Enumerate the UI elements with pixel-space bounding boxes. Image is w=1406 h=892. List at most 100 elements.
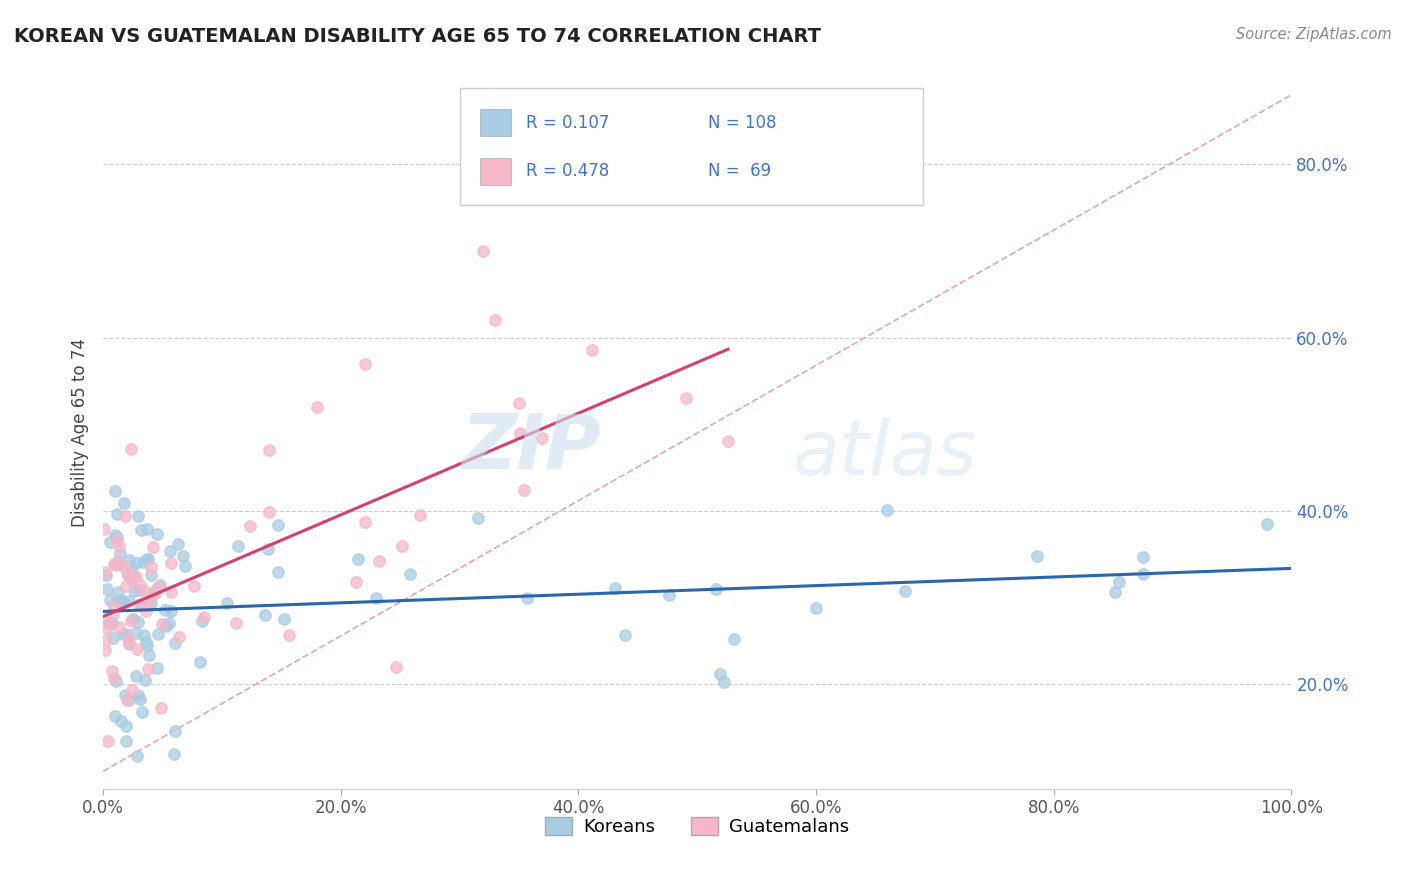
Point bbox=[128, 597, 150, 611]
Point bbox=[93, 522, 115, 536]
Point bbox=[104, 483, 127, 498]
Point bbox=[105, 594, 128, 608]
Point bbox=[273, 612, 295, 626]
Point bbox=[132, 555, 155, 569]
Point bbox=[104, 709, 127, 723]
Point bbox=[157, 615, 180, 630]
Point bbox=[1132, 550, 1154, 565]
Point bbox=[104, 558, 127, 573]
FancyBboxPatch shape bbox=[479, 158, 512, 185]
Legend: Koreans, Guatemalans: Koreans, Guatemalans bbox=[538, 810, 856, 844]
Point bbox=[1026, 549, 1049, 563]
Point bbox=[97, 615, 120, 629]
Point bbox=[136, 662, 159, 676]
Text: Source: ZipAtlas.com: Source: ZipAtlas.com bbox=[1236, 27, 1392, 42]
Point bbox=[115, 579, 138, 593]
Point bbox=[94, 568, 117, 582]
Point bbox=[409, 508, 432, 522]
Point bbox=[174, 559, 197, 574]
Point bbox=[103, 557, 125, 571]
Text: ZIP: ZIP bbox=[463, 410, 602, 484]
Text: KOREAN VS GUATEMALAN DISABILITY AGE 65 TO 74 CORRELATION CHART: KOREAN VS GUATEMALAN DISABILITY AGE 65 T… bbox=[14, 27, 821, 45]
Point bbox=[122, 569, 145, 583]
Point bbox=[112, 596, 135, 610]
Point bbox=[118, 692, 141, 706]
Point bbox=[110, 714, 132, 728]
Point bbox=[605, 581, 627, 595]
Point bbox=[135, 522, 157, 536]
Point bbox=[305, 400, 328, 414]
Point bbox=[127, 749, 149, 764]
Point bbox=[267, 566, 290, 580]
Point bbox=[704, 582, 727, 596]
Point bbox=[346, 552, 368, 566]
Point bbox=[146, 627, 169, 641]
Point bbox=[145, 586, 167, 600]
Point bbox=[723, 632, 745, 647]
FancyBboxPatch shape bbox=[460, 88, 924, 205]
Point bbox=[101, 632, 124, 646]
Point bbox=[134, 628, 156, 642]
Point bbox=[149, 578, 172, 592]
Point bbox=[253, 608, 276, 623]
Text: N =  69: N = 69 bbox=[707, 162, 770, 180]
Point bbox=[107, 585, 129, 599]
Point bbox=[159, 544, 181, 558]
Point bbox=[118, 553, 141, 567]
Point bbox=[121, 682, 143, 697]
Point bbox=[267, 517, 290, 532]
Point bbox=[115, 627, 138, 641]
Point bbox=[139, 596, 162, 610]
Point bbox=[120, 442, 142, 457]
Point bbox=[141, 588, 163, 602]
Text: R = 0.478: R = 0.478 bbox=[526, 162, 609, 180]
Point bbox=[136, 552, 159, 566]
Point bbox=[135, 604, 157, 618]
Point bbox=[124, 668, 146, 682]
Point bbox=[108, 547, 131, 561]
Point bbox=[122, 583, 145, 598]
Y-axis label: Disability Age 65 to 74: Disability Age 65 to 74 bbox=[72, 339, 89, 527]
Point bbox=[103, 607, 125, 621]
Point bbox=[516, 591, 538, 605]
Point bbox=[120, 561, 142, 575]
Point bbox=[614, 628, 637, 642]
Point bbox=[94, 642, 117, 657]
Point bbox=[115, 693, 138, 707]
Point bbox=[94, 632, 117, 647]
Point bbox=[118, 636, 141, 650]
Point bbox=[114, 559, 136, 574]
Point bbox=[172, 549, 194, 563]
Point bbox=[128, 583, 150, 598]
Point bbox=[127, 688, 149, 702]
Point bbox=[190, 614, 212, 628]
Point bbox=[398, 566, 420, 581]
Point bbox=[804, 600, 827, 615]
Point bbox=[160, 556, 183, 570]
Point bbox=[96, 615, 118, 630]
Point bbox=[277, 627, 299, 641]
Point bbox=[155, 618, 177, 632]
Point bbox=[1132, 567, 1154, 582]
Point bbox=[136, 552, 159, 566]
Point bbox=[160, 585, 183, 599]
Point bbox=[115, 733, 138, 747]
Point bbox=[115, 566, 138, 580]
Text: R = 0.107: R = 0.107 bbox=[526, 113, 609, 131]
Point bbox=[128, 692, 150, 706]
Point bbox=[105, 673, 128, 688]
Point bbox=[484, 313, 506, 327]
Point bbox=[353, 357, 375, 371]
Point bbox=[103, 599, 125, 613]
Point bbox=[135, 638, 157, 652]
Point bbox=[876, 503, 898, 517]
Point bbox=[121, 612, 143, 626]
Point bbox=[1108, 575, 1130, 590]
Point bbox=[512, 483, 534, 497]
Point bbox=[167, 537, 190, 551]
Point bbox=[125, 626, 148, 640]
Point bbox=[226, 539, 249, 553]
Point bbox=[98, 593, 121, 607]
Point bbox=[138, 595, 160, 609]
Point bbox=[658, 588, 681, 602]
